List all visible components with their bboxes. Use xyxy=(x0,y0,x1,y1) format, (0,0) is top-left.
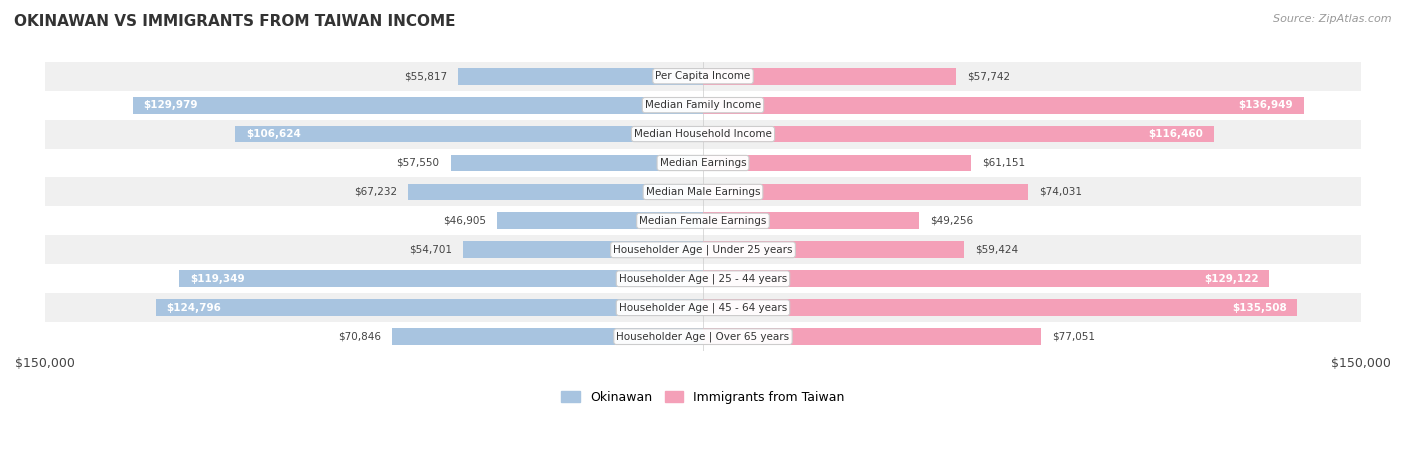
Text: Median Family Income: Median Family Income xyxy=(645,100,761,110)
Text: $77,051: $77,051 xyxy=(1052,332,1095,342)
Text: $135,508: $135,508 xyxy=(1232,303,1286,313)
Text: Householder Age | 45 - 64 years: Householder Age | 45 - 64 years xyxy=(619,303,787,313)
Bar xyxy=(180,270,703,287)
Bar xyxy=(703,126,1213,142)
Text: Householder Age | Over 65 years: Householder Age | Over 65 years xyxy=(616,332,790,342)
Bar xyxy=(45,120,1361,149)
Text: $129,979: $129,979 xyxy=(143,100,198,110)
Bar xyxy=(703,241,963,258)
Bar xyxy=(703,328,1040,345)
Bar xyxy=(235,126,703,142)
Bar xyxy=(463,241,703,258)
Text: $116,460: $116,460 xyxy=(1149,129,1204,139)
Bar xyxy=(703,155,972,171)
Bar xyxy=(703,299,1298,316)
Bar xyxy=(45,293,1361,322)
Bar xyxy=(132,97,703,113)
Bar xyxy=(703,97,1303,113)
Text: Householder Age | Under 25 years: Householder Age | Under 25 years xyxy=(613,245,793,255)
Bar xyxy=(498,212,703,229)
Text: $46,905: $46,905 xyxy=(443,216,486,226)
Bar xyxy=(392,328,703,345)
Text: $124,796: $124,796 xyxy=(166,303,221,313)
Text: $55,817: $55,817 xyxy=(404,71,447,81)
Text: Householder Age | 25 - 44 years: Householder Age | 25 - 44 years xyxy=(619,274,787,284)
Text: $106,624: $106,624 xyxy=(246,129,301,139)
Text: $54,701: $54,701 xyxy=(409,245,453,255)
Text: Median Earnings: Median Earnings xyxy=(659,158,747,168)
Text: $70,846: $70,846 xyxy=(339,332,381,342)
Text: $59,424: $59,424 xyxy=(974,245,1018,255)
Text: Per Capita Income: Per Capita Income xyxy=(655,71,751,81)
Bar xyxy=(45,149,1361,177)
Bar xyxy=(45,206,1361,235)
Bar xyxy=(703,270,1270,287)
Bar xyxy=(45,91,1361,120)
Text: $136,949: $136,949 xyxy=(1239,100,1294,110)
Bar xyxy=(458,68,703,85)
Text: $67,232: $67,232 xyxy=(354,187,396,197)
Bar xyxy=(408,184,703,200)
Bar xyxy=(45,177,1361,206)
Bar xyxy=(703,68,956,85)
Bar xyxy=(703,212,920,229)
Bar xyxy=(156,299,703,316)
Bar xyxy=(45,264,1361,293)
Bar xyxy=(45,235,1361,264)
Text: $61,151: $61,151 xyxy=(983,158,1025,168)
Text: $49,256: $49,256 xyxy=(929,216,973,226)
Text: OKINAWAN VS IMMIGRANTS FROM TAIWAN INCOME: OKINAWAN VS IMMIGRANTS FROM TAIWAN INCOM… xyxy=(14,14,456,29)
Legend: Okinawan, Immigrants from Taiwan: Okinawan, Immigrants from Taiwan xyxy=(557,386,849,409)
Text: Median Female Earnings: Median Female Earnings xyxy=(640,216,766,226)
Bar xyxy=(703,184,1028,200)
Bar xyxy=(45,322,1361,351)
Text: Source: ZipAtlas.com: Source: ZipAtlas.com xyxy=(1274,14,1392,24)
Text: Median Household Income: Median Household Income xyxy=(634,129,772,139)
Text: $74,031: $74,031 xyxy=(1039,187,1081,197)
Bar xyxy=(45,62,1361,91)
Text: $119,349: $119,349 xyxy=(190,274,245,284)
Bar xyxy=(450,155,703,171)
Text: Median Male Earnings: Median Male Earnings xyxy=(645,187,761,197)
Text: $129,122: $129,122 xyxy=(1204,274,1258,284)
Text: $57,550: $57,550 xyxy=(396,158,440,168)
Text: $57,742: $57,742 xyxy=(967,71,1011,81)
